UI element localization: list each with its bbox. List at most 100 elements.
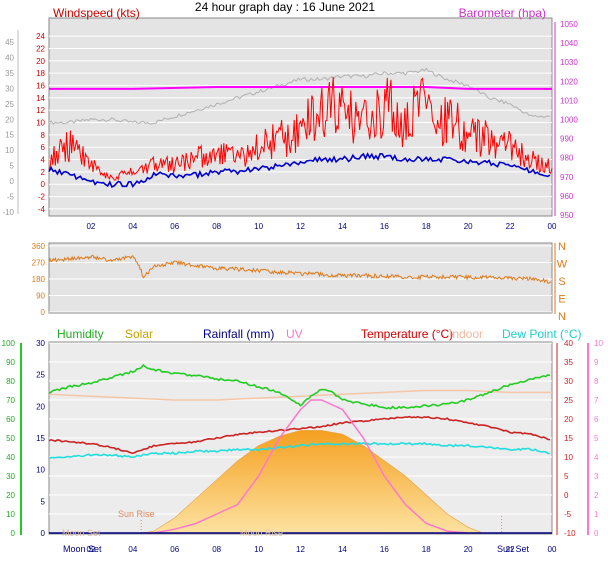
wind-time-tick-label: 06 xyxy=(170,222,179,231)
direction-tick-label: 360 xyxy=(32,242,46,251)
weather-time-tick-label: 10 xyxy=(254,545,263,554)
wind-outer-tick-label: 15 xyxy=(5,131,14,140)
barometer-tick-label: 1020 xyxy=(560,77,578,86)
temperature-tick-label: 20 xyxy=(564,415,573,424)
wind-outer-tick-label: -10 xyxy=(2,208,14,217)
windspeed-tick-label: 8 xyxy=(41,131,46,140)
wind-time-tick-label: 00 xyxy=(548,222,557,231)
weather-time-tick-label: 04 xyxy=(128,545,137,554)
rainfall-tick-label: 10 xyxy=(36,466,45,475)
compass-label: N xyxy=(558,241,566,253)
graph-title: 24 hour graph day : 16 June 2021 xyxy=(195,0,375,14)
baro-trace-line xyxy=(48,67,551,125)
windspeed-tick-label: -2 xyxy=(38,193,46,202)
weather-time-tick-label: 14 xyxy=(338,545,347,554)
legend-indoor: Indoor xyxy=(449,327,483,341)
rainfall-tick-label: 20 xyxy=(36,402,45,411)
wind-outer-tick-label: 20 xyxy=(5,115,14,124)
windspeed-axis-title: Windspeed (kts) xyxy=(53,6,140,20)
wind-time-tick-label: 12 xyxy=(296,222,305,231)
windspeed-tick-label: 0 xyxy=(41,180,46,189)
wind-panel xyxy=(48,17,553,217)
uv-tick-label: 0 xyxy=(594,529,599,538)
annotation-sun-rise: Sun Rise xyxy=(118,509,155,519)
wind-time-tick-label: 14 xyxy=(338,222,347,231)
wind-time-tick-label: 02 xyxy=(86,222,95,231)
windspeed-tick-label: -4 xyxy=(38,205,46,214)
weather-time-tick-label: 08 xyxy=(212,545,221,554)
humidity-tick-label: 80 xyxy=(6,377,15,386)
uv-tick-label: 10 xyxy=(594,339,603,348)
direction-tick-label: 180 xyxy=(32,275,46,284)
annotation-moon-set-bottom: Moon Set xyxy=(63,544,102,554)
barometer-tick-label: 1030 xyxy=(560,58,578,67)
humidity-line xyxy=(48,363,551,410)
barometer-tick-label: 950 xyxy=(560,211,574,220)
wind-time-tick-label: 04 xyxy=(128,222,137,231)
weather-time-tick-label: 22 xyxy=(506,545,515,554)
wind-time-tick-label: 08 xyxy=(212,222,221,231)
solar-area xyxy=(143,430,483,534)
uv-tick-label: 5 xyxy=(594,434,599,443)
uv-tick-label: 8 xyxy=(594,377,599,386)
dew-point-line xyxy=(48,441,550,459)
uv-tick-label: 9 xyxy=(594,358,599,367)
weather-time-tick-label: 06 xyxy=(170,545,179,554)
annotation-sun-set: Sun Set xyxy=(497,544,530,554)
temperature-tick-label: 0 xyxy=(564,491,569,500)
wind-direction-line xyxy=(48,254,552,284)
uv-line xyxy=(143,399,469,534)
wind-outer-tick-label: 40 xyxy=(5,53,14,62)
temperature-tick-label: -5 xyxy=(564,510,572,519)
direction-tick-label: 270 xyxy=(32,259,46,268)
humidity-tick-label: 50 xyxy=(6,434,15,443)
legend-dew-point: Dew Point (°C) xyxy=(502,327,581,341)
rainfall-tick-label: 0 xyxy=(41,529,46,538)
weather-time-tick-label: 16 xyxy=(380,545,389,554)
wind-outer-tick-label: 30 xyxy=(5,84,14,93)
barometer-tick-label: 960 xyxy=(560,192,574,201)
wind-time-tick-label: 10 xyxy=(254,222,263,231)
wind-outer-tick-label: 25 xyxy=(5,100,14,109)
legend-uv: UV xyxy=(286,327,303,341)
temperature-tick-label: 40 xyxy=(564,339,573,348)
temperature-tick-label: 35 xyxy=(564,358,573,367)
legend-rainfall: Rainfall (mm) xyxy=(203,327,274,341)
humidity-tick-label: 40 xyxy=(6,453,15,462)
windspeed-tick-label: 16 xyxy=(36,82,45,91)
wind-time-tick-label: 22 xyxy=(506,222,515,231)
barometer-tick-label: 990 xyxy=(560,135,574,144)
windspeed-tick-label: 20 xyxy=(36,57,45,66)
windspeed-tick-label: 2 xyxy=(41,168,46,177)
direction-panel xyxy=(48,242,553,314)
barometer-tick-label: 1010 xyxy=(560,96,578,105)
humidity-tick-label: 60 xyxy=(6,415,15,424)
barometer-tick-label: 1000 xyxy=(560,116,578,125)
uv-tick-label: 7 xyxy=(594,396,599,405)
humidity-tick-label: 20 xyxy=(6,491,15,500)
rainfall-tick-label: 15 xyxy=(36,434,45,443)
wind-time-tick-label: 18 xyxy=(422,222,431,231)
humidity-tick-label: 10 xyxy=(6,510,15,519)
wind-outer-tick-label: 5 xyxy=(10,162,15,171)
windspeed-tick-label: 18 xyxy=(36,69,45,78)
temperature-tick-label: 10 xyxy=(564,453,573,462)
compass-label: W xyxy=(557,259,568,271)
wind-outer-tick-label: 0 xyxy=(10,177,15,186)
temperature-tick-label: 30 xyxy=(564,377,573,386)
windspeed-tick-label: 10 xyxy=(36,119,45,128)
windspeed-tick-label: 24 xyxy=(36,32,45,41)
barometer-tick-label: 1050 xyxy=(560,20,578,29)
windspeed-tick-label: 6 xyxy=(41,143,46,152)
barometer-axis-title: Barometer (hpa) xyxy=(459,6,546,20)
windspeed-tick-label: 22 xyxy=(36,45,45,54)
barometer-tick-label: 980 xyxy=(560,154,574,163)
uv-tick-label: 6 xyxy=(594,415,599,424)
temperature-tick-label: 25 xyxy=(564,396,573,405)
wind-outer-tick-label: 35 xyxy=(5,69,14,78)
uv-tick-label: 4 xyxy=(594,453,599,462)
annotation-moon-set: Moon Set xyxy=(62,528,101,538)
rainfall-tick-label: 25 xyxy=(36,371,45,380)
weather-time-tick-label: 02 xyxy=(86,545,95,554)
